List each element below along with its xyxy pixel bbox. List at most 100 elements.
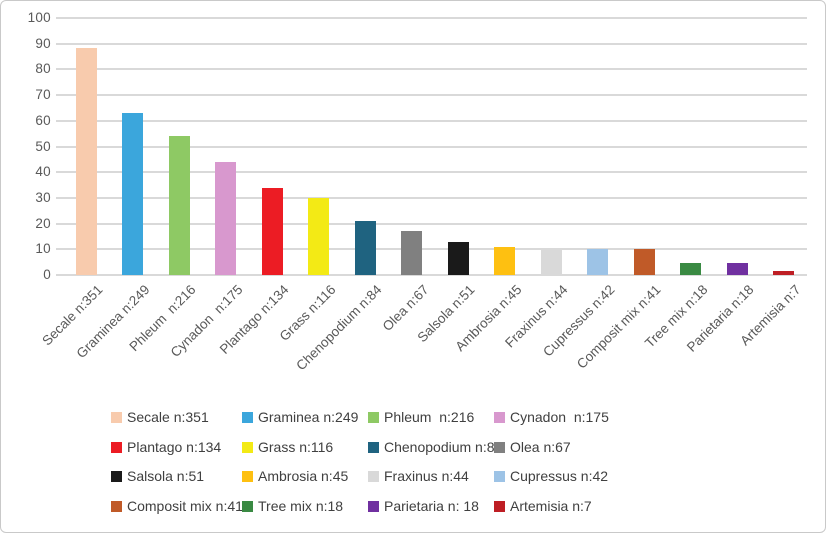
legend-item: Parietaria n: 18: [368, 497, 494, 516]
legend-swatch: [368, 441, 379, 453]
bar-slot: [110, 113, 157, 275]
bar: [75, 48, 97, 275]
y-axis-tick-label: 100: [27, 9, 51, 25]
y-axis-tick-label: 10: [35, 240, 51, 256]
bar: [494, 247, 516, 275]
legend: Secale n:351 Graminea n:249 Phleum n:216 Cy…: [111, 408, 664, 516]
bar: [401, 231, 423, 275]
legend-swatch: [242, 471, 253, 482]
bar-slot: [714, 263, 761, 275]
gridline-70: [56, 94, 807, 96]
bar-slot: [575, 249, 622, 275]
legend-item: Artemisia n:7: [494, 497, 664, 516]
x-axis-labels: Secale n:351 Graminea n:249 Phleum n:216 Cy…: [39, 282, 807, 397]
legend-swatch: [494, 471, 505, 482]
legend-item: Olea n:67: [494, 438, 664, 457]
legend-item: Graminea n:249: [242, 408, 368, 427]
y-axis-tick-label: 80: [35, 60, 51, 76]
x-axis-category-label: Composit mix n:41: [573, 282, 664, 372]
gridline-40: [56, 171, 807, 173]
legend-item: Ambrosia n:45: [242, 467, 368, 486]
legend-swatch: [368, 500, 379, 512]
legend-item: Tree mix n:18: [242, 497, 368, 516]
bar: [680, 263, 702, 275]
legend-swatch: [111, 471, 122, 482]
legend-label: Cupressus n:42: [510, 468, 609, 484]
bar: [168, 136, 190, 275]
gridline-90: [56, 43, 807, 45]
legend-label: Olea n:67: [510, 438, 571, 455]
legend-swatch: [111, 500, 122, 512]
gridline-60: [56, 120, 807, 122]
y-axis-tick-label: 70: [35, 86, 51, 102]
bar-slot: [63, 48, 110, 275]
legend-item: Grass n:116: [242, 438, 368, 457]
gridline-100: [56, 17, 807, 19]
y-axis-tick-label: 40: [35, 163, 51, 179]
y-axis-tick-label: 50: [35, 138, 51, 154]
bar: [261, 188, 283, 275]
bar-slot: [761, 271, 808, 275]
bar: [447, 242, 469, 275]
bar-slot: [156, 136, 203, 275]
legend-label: Graminea n:249: [258, 409, 359, 425]
bar-slot: [435, 242, 482, 275]
legend-swatch: [494, 441, 505, 453]
y-axis-tick-label: 0: [43, 266, 51, 282]
bar: [540, 248, 562, 275]
gridline-10: [56, 248, 807, 250]
legend-label: Secale n:351: [127, 409, 209, 425]
legend-item: Cupressus n:42: [494, 467, 664, 486]
gridline-80: [56, 68, 807, 70]
legend-label: Phleum n:216: [384, 409, 475, 425]
legend-label: Artemisia n:7: [510, 497, 592, 514]
legend-swatch: [242, 500, 253, 512]
legend-swatch: [242, 441, 253, 453]
bar-slot: [342, 221, 389, 275]
legend-label: Tree mix n:18: [258, 497, 344, 514]
bar: [308, 198, 330, 275]
x-axis-category-label: Chenopodium n:84: [293, 282, 385, 374]
bar: [587, 249, 609, 275]
legend-item: Plantago n:134: [111, 438, 242, 457]
legend-item: Composit mix n:41: [111, 497, 243, 516]
bar-slot: [668, 263, 715, 275]
legend-swatch: [242, 412, 253, 423]
gridline-50: [56, 146, 807, 148]
legend-swatch: [494, 500, 505, 512]
bar-slot: [389, 231, 436, 275]
gridline-20: [56, 223, 807, 225]
y-axis-tick-label: 60: [35, 112, 51, 128]
y-axis-tick-label: 20: [35, 215, 51, 231]
legend-label: Salsola n:51: [127, 468, 205, 484]
legend-item: Chenopodium n:84: [368, 438, 502, 457]
bar-series: [63, 18, 807, 275]
legend-item: Fraxinus n:44: [368, 467, 494, 486]
legend-label: Plantago n:134: [127, 438, 222, 455]
legend-label: Ambrosia n:45: [258, 468, 349, 484]
legend-swatch: [368, 471, 379, 482]
legend-label: Parietaria n: 18: [384, 497, 479, 514]
legend-swatch: [368, 412, 379, 423]
y-axis-tick-label: 90: [35, 35, 51, 51]
legend-swatch: [494, 412, 505, 423]
bar-slot: [296, 198, 343, 275]
bar-slot: [203, 162, 250, 275]
bar: [726, 263, 748, 275]
legend-label: Composit mix n:41: [127, 497, 243, 514]
bar-slot: [482, 247, 529, 275]
legend-label: Cynadon n:175: [510, 409, 609, 425]
plot-area: 0 10 20 30 40 50 60 70 80 90 100: [28, 10, 807, 282]
bar-slot: [249, 188, 296, 275]
bar: [773, 271, 795, 275]
legend-item: Phleum n:216: [368, 408, 494, 427]
gridline-30: [56, 197, 807, 199]
y-axis-tick-label: 30: [35, 189, 51, 205]
legend-item: Cynadon n:175: [494, 408, 664, 427]
bar: [633, 249, 655, 275]
bar: [215, 162, 237, 275]
legend-label: Grass n:116: [258, 438, 334, 455]
bar-slot: [528, 248, 575, 275]
bar: [354, 221, 376, 275]
